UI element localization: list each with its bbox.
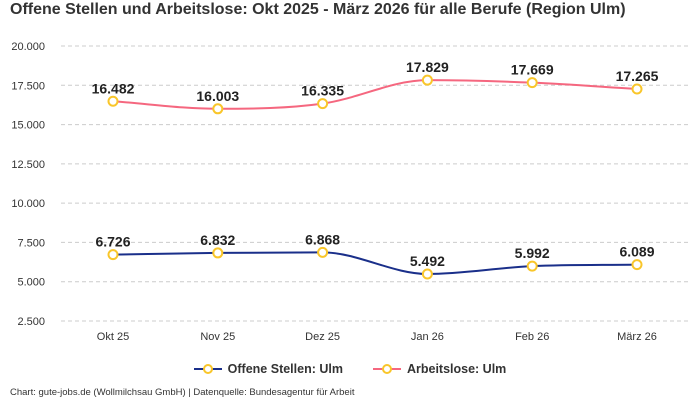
y-tick-label: 20.000	[11, 41, 45, 53]
legend-label: Arbeitslose: Ulm	[406, 362, 507, 376]
data-point	[631, 83, 643, 95]
data-label: 5.992	[515, 245, 550, 261]
x-tick-label: Nov 25	[200, 331, 235, 343]
data-label: 17.669	[511, 62, 554, 78]
y-tick-label: 2.500	[17, 316, 45, 328]
x-tick-label: Jan 26	[411, 331, 444, 343]
data-label: 17.829	[406, 59, 449, 75]
x-tick-label: Okt 25	[97, 331, 129, 343]
data-point	[107, 249, 119, 261]
data-label: 6.868	[305, 231, 340, 247]
series-line-0	[112, 251, 638, 275]
credit-text: Chart: gute-jobs.de (Wollmilchsau GmbH) …	[10, 387, 355, 398]
data-point	[317, 98, 329, 110]
legend-line-icon	[372, 364, 401, 374]
data-point	[212, 247, 224, 259]
data-label: 16.003	[196, 88, 239, 104]
chart-title: Offene Stellen und Arbeitslose: Okt 2025…	[10, 1, 626, 18]
series-line-1	[112, 79, 638, 110]
y-tick-label: 17.500	[11, 80, 45, 92]
data-point	[421, 268, 433, 280]
x-tick-label: März 26	[617, 331, 657, 343]
data-point	[526, 77, 538, 89]
data-label: 6.832	[200, 232, 235, 248]
legend-item-offene-stellen[interactable]: Offene Stellen: Ulm	[193, 362, 343, 376]
data-label: 16.482	[92, 80, 135, 96]
y-tick-label: 5.000	[17, 277, 45, 289]
data-point	[212, 103, 224, 115]
data-point	[107, 95, 119, 107]
x-tick-label: Feb 26	[515, 331, 549, 343]
data-point	[421, 74, 433, 86]
y-tick-label: 15.000	[11, 120, 45, 132]
legend-line-icon	[193, 364, 222, 374]
data-point	[631, 259, 643, 271]
data-label: 5.492	[410, 253, 445, 269]
y-tick-label: 10.000	[11, 198, 45, 210]
y-tick-label: 12.500	[11, 159, 45, 171]
data-point	[526, 260, 538, 272]
data-label: 6.089	[619, 244, 654, 260]
data-point	[317, 246, 329, 258]
legend: Offene Stellen: Ulm Arbeitslose: Ulm	[0, 362, 700, 376]
plot-area: 2.500 5.000 7.500 10.000 12.500 15.000 17.500 2…	[11, 41, 690, 343]
legend-label: Offene Stellen: Ulm	[227, 362, 343, 376]
x-tick-label: Dez 25	[305, 331, 340, 343]
data-label: 6.726	[95, 234, 130, 250]
y-tick-label: 7.500	[17, 237, 45, 249]
data-label: 17.265	[616, 68, 659, 84]
legend-item-arbeitslose[interactable]: Arbeitslose: Ulm	[372, 362, 507, 376]
data-label: 16.335	[301, 83, 344, 99]
